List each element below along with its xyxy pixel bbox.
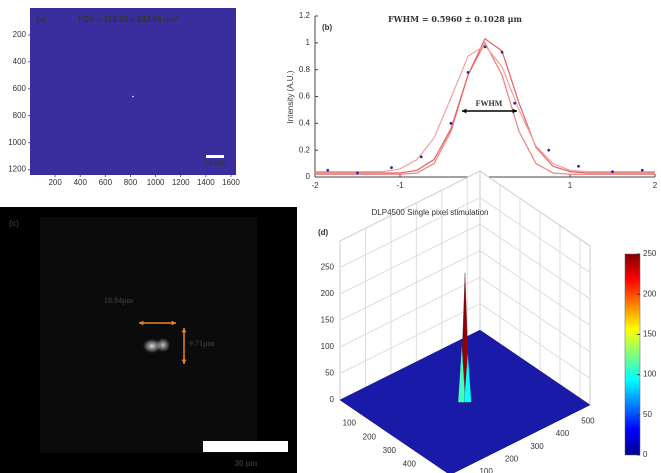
profile-point	[483, 45, 487, 49]
panel-label: (a)	[36, 15, 46, 24]
y-tick-label: 1.2	[299, 11, 311, 20]
x-tick-label: 500	[581, 416, 595, 425]
dimension-label: 9.71µm	[189, 339, 215, 348]
panel-label: (d)	[318, 228, 329, 237]
profile-point	[390, 166, 393, 170]
y-tick-label: 400	[13, 57, 27, 66]
profile-point	[356, 171, 359, 175]
grid-line	[339, 250, 591, 326]
y-tick-label: 100	[343, 419, 357, 428]
profile-point	[547, 148, 551, 152]
grid-line	[339, 303, 591, 379]
y-tick-label: 600	[13, 84, 27, 93]
x-tick-label: 1000	[147, 178, 165, 187]
colorbar-tick-label: 150	[643, 330, 657, 339]
panel-title: FOV = 318.83 x 244.65 µm²	[78, 15, 178, 24]
profile-point	[513, 101, 517, 105]
scale-bar-label: 10 µm	[204, 158, 227, 167]
z-tick-label: 0	[330, 395, 335, 404]
x-tick-label: 2	[653, 181, 658, 190]
arrow-head	[139, 320, 144, 326]
y-tick-label: 0.4	[299, 118, 311, 127]
x-tick-label: 200	[505, 455, 519, 464]
image-area	[30, 8, 236, 175]
image-inner	[40, 217, 257, 453]
profile-fit	[315, 37, 655, 174]
z-tick-label: 150	[321, 316, 335, 325]
x-tick-label: 1200	[172, 178, 190, 187]
y-tick-label: 1000	[8, 138, 26, 147]
z-tick-label: 100	[321, 342, 335, 351]
arrow-head	[171, 320, 176, 326]
x-tick-label: 100	[479, 467, 493, 473]
y-tick-label: 300	[383, 446, 397, 455]
x-tick-label: 800	[124, 178, 138, 187]
bright-spot	[156, 338, 170, 352]
fwhm-label: FWHM	[476, 99, 503, 108]
arrow-head	[181, 359, 187, 364]
y-tick-label: 0.2	[299, 145, 311, 154]
colorbar-tick-label: 250	[643, 249, 657, 258]
x-tick-label: 1400	[197, 178, 215, 187]
scale-bar-label: 30 µm	[235, 459, 258, 468]
profile-point	[449, 121, 453, 125]
z-tick-label: 200	[321, 289, 335, 298]
x-tick-label: 300	[530, 442, 544, 451]
panel-label: (c)	[9, 219, 19, 228]
panel-label: (b)	[322, 23, 333, 32]
profile-point	[419, 155, 423, 159]
profile-point	[466, 70, 470, 74]
profile-point	[326, 168, 330, 172]
surface-peak	[457, 344, 466, 403]
x-tick-label: 1	[568, 181, 573, 190]
panel-title: DLP4500 Single pixel stimulation	[372, 208, 489, 217]
grid-line	[339, 223, 591, 300]
scale-bar	[206, 155, 224, 158]
panel-title: FWHM = 0.5960 ± 0.1028 μm	[388, 14, 523, 24]
grid-line	[339, 276, 591, 353]
y-tick-label: 0	[306, 172, 311, 181]
profile-point	[577, 164, 580, 168]
x-tick-label: 1600	[222, 178, 240, 187]
y-tick-label: 800	[13, 111, 27, 120]
z-tick-label: 250	[321, 263, 335, 272]
colorbar-tick-label: 200	[643, 289, 657, 298]
x-tick-label: -1	[396, 181, 404, 190]
profile-point	[611, 170, 614, 174]
x-tick-label: 400	[556, 429, 570, 438]
bright-spot	[132, 95, 134, 98]
x-tick-label: 400	[74, 178, 88, 187]
colorbar-tick-label: 50	[643, 410, 652, 419]
y-tick-label: 400	[403, 460, 417, 469]
y-tick-label: 1200	[8, 165, 26, 174]
profile-point	[640, 168, 644, 172]
y-tick-label: 0.6	[299, 92, 311, 101]
colorbar	[624, 253, 641, 456]
arrow-head	[462, 108, 467, 114]
profile-point	[500, 50, 504, 54]
y-tick-label: 0.8	[299, 65, 311, 74]
profile-fit	[315, 41, 655, 175]
surface-peak	[463, 351, 472, 403]
x-tick-label: -2	[311, 181, 319, 190]
x-tick-label: 200	[48, 178, 62, 187]
y-axis-label: Intensity (A.U.)	[286, 70, 295, 123]
z-tick-label: 50	[325, 369, 334, 378]
colorbar-tick-label: 100	[643, 370, 657, 379]
colorbar-tick-label: 0	[643, 450, 648, 459]
x-tick-label: 600	[99, 178, 113, 187]
y-tick-label: 1	[306, 38, 311, 47]
grid-line	[339, 197, 591, 273]
profile-fit	[315, 44, 655, 173]
arrow-head	[181, 328, 187, 333]
y-tick-label: 200	[363, 432, 377, 441]
dimension-label: 10.94µm	[104, 296, 134, 305]
scale-bar	[203, 441, 288, 452]
arrow-head	[512, 108, 517, 114]
y-tick-label: 200	[13, 30, 27, 39]
